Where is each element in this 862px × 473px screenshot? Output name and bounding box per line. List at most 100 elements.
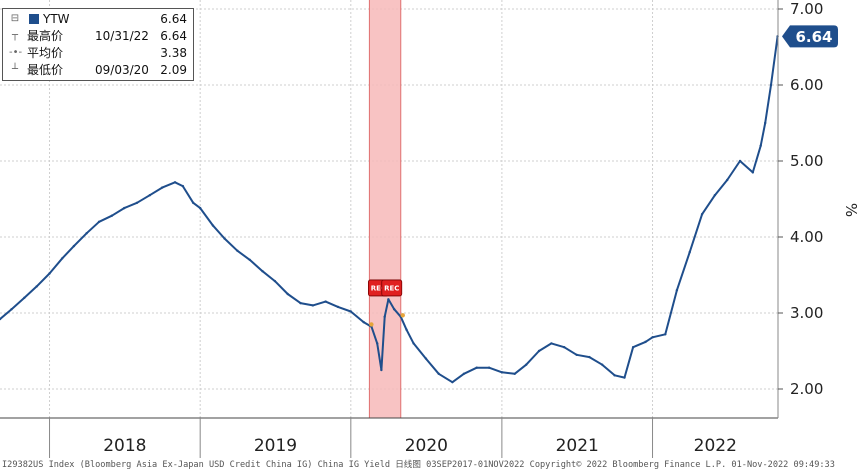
data-point [376,342,379,345]
y-tick-label: 2.00 [790,380,823,398]
data-point [475,366,478,369]
data-point [48,272,51,275]
data-point [487,366,491,369]
legend-high-date: 10/31/22 [95,29,149,43]
data-point [651,336,654,339]
x-tick-label: 2018 [103,436,146,456]
data-point [135,201,139,204]
legend-series-value: 6.64 [160,12,187,26]
y-tick-label: 7.00 [790,0,823,18]
data-point [525,363,528,366]
data-point [769,83,773,87]
data-point [451,380,454,384]
data-point [500,371,504,374]
data-point [462,372,466,375]
series-line-ytw [0,36,779,384]
data-point [148,194,152,197]
rec-badge-label: REC [384,284,399,292]
data-point [513,372,516,375]
high-marker-icon: ┬ [11,30,19,41]
data-point [299,301,302,305]
data-point [575,353,578,356]
data-point [110,214,114,217]
data-point [631,346,635,349]
data-point [336,305,340,309]
x-tick-label: 2022 [694,436,737,456]
data-point [383,315,386,318]
legend-series-row: ⊟ YTW 6.64 [3,11,193,27]
data-point [35,285,38,288]
event-marker [369,322,374,327]
data-point [405,328,408,331]
chart-footer: I29382US Index (Bloomberg Asia Ex-Japan … [2,460,835,470]
average-marker-icon: -•- [9,47,23,58]
data-point [726,178,729,182]
legend-low-row: ┴ 最低价 09/03/20 2.09 [3,62,193,78]
data-point [23,296,26,299]
data-point [0,317,2,321]
data-point [286,292,289,296]
data-point [161,186,164,189]
data-point [61,257,64,260]
data-point [738,159,742,163]
data-point [324,300,327,303]
legend-avg-value: 3.38 [160,46,187,60]
data-point [664,333,667,336]
collapse-icon[interactable]: ⊟ [10,13,20,24]
data-point [700,213,704,216]
data-point [675,289,679,292]
y-axis-ticks: 7.00 6.00 5.00 4.00 3.00 2.00 [778,0,823,398]
data-point [123,206,126,210]
legend-avg-row: -•- 平均价 3.38 [3,45,193,61]
legend-high-value: 6.64 [160,29,187,43]
event-marker [400,313,405,318]
data-point [563,346,566,349]
last-value-tag-shape [782,25,838,48]
data-point [349,310,353,313]
y-unit-label: % [842,203,860,217]
recession-band [368,0,402,418]
data-point [198,206,202,210]
data-point [412,342,415,345]
x-tick-label: 2019 [254,436,297,456]
rec-badge-label: REC [371,284,386,292]
data-point [550,342,553,345]
legend-low-label: 最低价 [27,63,64,77]
y-tick-label: 6.00 [790,76,823,94]
data-point [644,340,647,344]
data-point [248,258,251,261]
data-point [173,181,177,184]
rec-badge [381,279,403,297]
legend-box: ⊟ YTW 6.64 ┬ 最高价 10/31/22 6.64 -•- 平均价 3… [2,8,194,81]
data-point [437,372,440,375]
data-point [588,355,591,359]
x-tick-label: 2021 [556,436,599,456]
data-point [751,171,755,174]
data-point [424,357,428,360]
data-point [613,374,616,377]
x-tick-label: 2020 [405,436,448,456]
data-point [72,244,76,248]
data-point [97,220,101,223]
series-layer [0,35,779,384]
data-point [311,304,315,307]
data-point [191,201,195,204]
data-point [273,279,277,283]
data-point [362,320,365,324]
data-point [688,251,691,254]
data-point [181,184,185,188]
data-point [261,270,264,273]
data-point [10,308,13,311]
data-point [537,349,541,353]
series-swatch-icon [29,14,39,24]
legend-series-name: YTW [43,12,70,26]
x-axis-ticks: 2018 2019 2020 2021 2022 [49,418,737,458]
data-point [387,298,390,301]
data-point [380,368,383,372]
data-point [759,144,762,147]
data-point [85,232,88,235]
data-point [764,121,767,125]
y-tick-label: 3.00 [790,304,823,322]
legend-avg-label: 平均价 [27,46,64,60]
